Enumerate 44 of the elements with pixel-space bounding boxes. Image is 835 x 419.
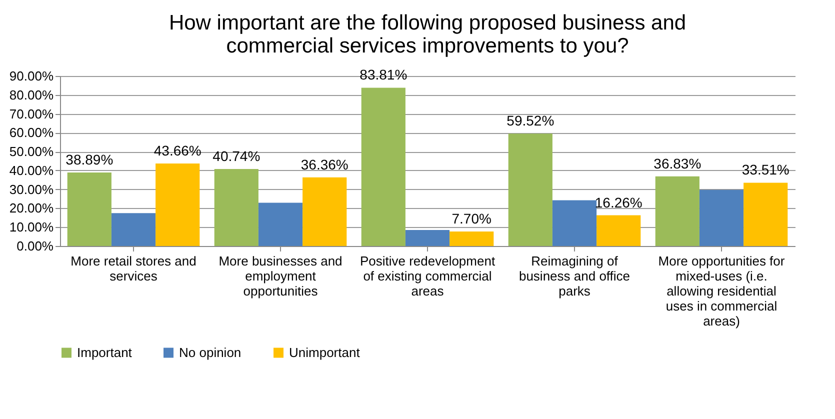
x-tick-label: More retail stores and services (70, 254, 196, 284)
chart-title: How important are the following proposed business and commercial services improvements to you? (168, 12, 686, 58)
bar (508, 134, 552, 246)
bar (156, 164, 200, 246)
y-tick-label: 90.00% (9, 68, 54, 84)
y-tick-label: 0.00% (16, 238, 54, 254)
bar (361, 88, 406, 246)
bar (302, 177, 347, 246)
bar (111, 213, 156, 246)
bar (450, 231, 494, 246)
y-tick-label: 70.00% (9, 106, 54, 122)
legend-label: Important (77, 344, 132, 360)
bar (405, 230, 450, 246)
bar (596, 215, 641, 246)
data-label: 33.51% (742, 162, 790, 178)
bar (744, 182, 788, 246)
bar (552, 200, 597, 246)
y-tick-label: 50.00% (9, 144, 54, 160)
data-label: 36.83% (654, 155, 702, 172)
legend-label: Unimportant (289, 344, 360, 360)
data-label: 16.26% (594, 194, 642, 210)
bar (258, 202, 303, 246)
legend-label: No opinion (179, 344, 242, 360)
y-tick-label: 40.00% (9, 162, 54, 178)
bar (214, 169, 258, 246)
y-tick-label: 80.00% (9, 87, 54, 102)
data-label: 7.70% (452, 210, 492, 226)
data-label: 59.52% (506, 112, 554, 129)
x-tick-label: Positive redevelopment of existing commercial areas (360, 254, 496, 298)
bar (67, 172, 112, 246)
y-tick-label: 20.00% (9, 200, 54, 216)
x-tick-label: Reimagining of business and office parks (518, 254, 630, 298)
y-tick-label: 10.00% (9, 220, 54, 235)
data-label: 83.81% (360, 66, 408, 83)
y-tick-label: 60.00% (9, 125, 54, 140)
x-tick-label: More opportunities for mixed-uses (i.e. allowing residential uses in commercial areas) (658, 254, 786, 328)
x-tick-label: More businesses and employment opportunities (218, 254, 342, 298)
bar (699, 190, 744, 246)
bar (655, 176, 700, 246)
data-label: 43.66% (154, 142, 202, 159)
data-label: 38.89% (66, 152, 114, 168)
data-label: 36.36% (300, 156, 348, 172)
data-label: 40.74% (212, 148, 260, 164)
y-tick-label: 30.00% (9, 182, 54, 197)
